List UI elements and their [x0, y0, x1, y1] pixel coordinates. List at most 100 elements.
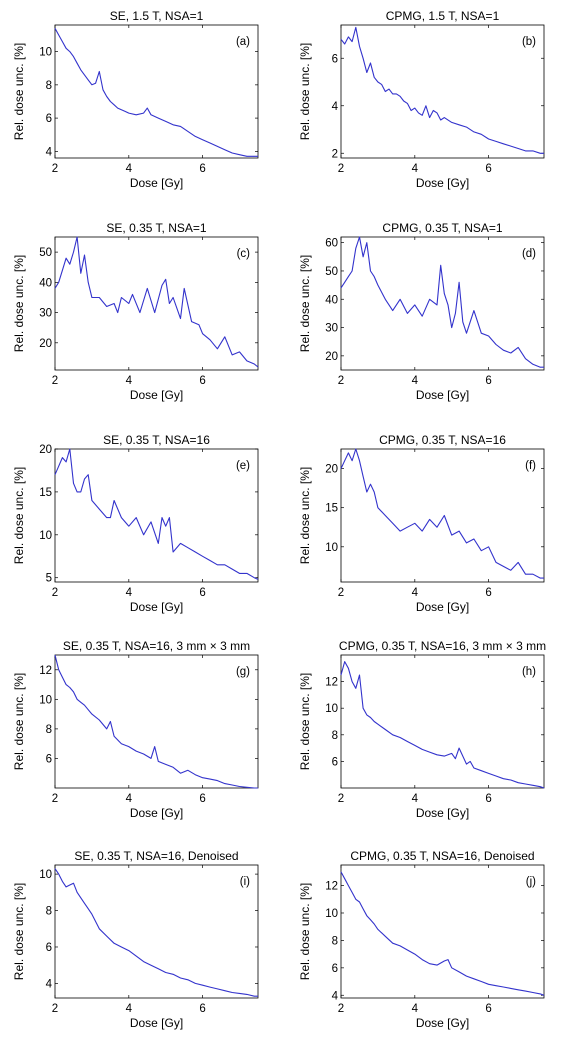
y-tick-label: 15: [325, 503, 338, 515]
panel-label: (b): [522, 36, 536, 48]
y-tick-label: 12: [325, 677, 338, 689]
y-axis-label: Rel. dose unc. [%]: [298, 673, 312, 770]
y-tick-label: 8: [46, 724, 52, 736]
data-series-line: [54, 236, 259, 368]
y-tick-label: 4: [46, 146, 53, 158]
chart-panel-b: 2 4 6 2 4 6 CPMG, 1.5 T, NSA=1 Dose [Gy] Rel. do…: [298, 9, 545, 190]
y-tick-label: 6: [332, 963, 338, 975]
x-tick-label: 6: [485, 1003, 491, 1015]
y-tick-label: 8: [46, 80, 52, 92]
plot-frame: [340, 236, 545, 371]
y-tick-label: 50: [325, 266, 338, 278]
data-series-line: [54, 868, 258, 997]
y-tick-label: 50: [39, 247, 52, 259]
chart-panel-f: 2 4 6 10 15 20 CPMG, 0.35 T, NSA=16 Dose [Gy] Re…: [298, 433, 545, 614]
x-tick-label: 2: [52, 163, 58, 175]
data-series-line: [54, 28, 258, 157]
chart-title: SE, 1.5 T, NSA=1: [110, 9, 204, 23]
chart-panel-h: 2 4 6 6 8 10 12 CPMG, 0.35 T, NSA=16, 3 mm × 3 …: [298, 639, 546, 820]
x-tick-label: 6: [485, 587, 491, 599]
y-axis-label: Rel. dose unc. [%]: [12, 43, 26, 140]
chart-panel-e: 2 4 6 5 10 15 20 SE, 0.35 T, NSA=16 Dose [Gy] Rel…: [12, 433, 259, 614]
plot-frame: [54, 654, 259, 789]
data-series-line: [340, 661, 545, 789]
y-tick-label: 6: [46, 942, 52, 954]
x-axis-label: Dose [Gy]: [416, 1016, 469, 1030]
y-tick-label: 10: [39, 530, 52, 542]
y-tick-label: 4: [46, 978, 53, 990]
x-axis-label: Dose [Gy]: [416, 176, 469, 190]
data-series-line: [340, 236, 544, 368]
x-tick-label: 2: [338, 793, 344, 805]
chart-title: SE, 0.35 T, NSA=16, Denoised: [74, 849, 238, 863]
chart-title: SE, 0.35 T, NSA=16, 3 mm × 3 mm: [63, 639, 250, 653]
x-axis-label: Dose [Gy]: [130, 176, 183, 190]
x-axis-label: Dose [Gy]: [130, 806, 183, 820]
y-tick-label: 10: [39, 47, 52, 59]
x-tick-label: 2: [52, 587, 58, 599]
x-tick-label: 4: [126, 163, 133, 175]
x-tick-label: 2: [338, 1003, 344, 1015]
x-axis-label: Dose [Gy]: [416, 600, 469, 614]
data-series-line: [54, 448, 259, 580]
y-axis-label: Rel. dose unc. [%]: [298, 43, 312, 140]
x-tick-label: 2: [52, 1003, 58, 1015]
plot-frame: [340, 864, 545, 999]
y-axis-label: Rel. dose unc. [%]: [12, 467, 26, 564]
y-tick-label: 60: [325, 238, 338, 250]
plot-frame: [340, 24, 545, 159]
chart-title: CPMG, 0.35 T, NSA=16: [379, 433, 506, 447]
y-axis-label: Rel. dose unc. [%]: [12, 255, 26, 352]
x-tick-label: 4: [412, 163, 419, 175]
x-tick-label: 6: [199, 163, 205, 175]
y-tick-label: 20: [39, 444, 52, 456]
plot-frame: [54, 864, 259, 999]
plot-frame: [54, 448, 259, 583]
y-tick-label: 6: [46, 113, 52, 125]
y-tick-label: 12: [325, 881, 338, 893]
data-series-line: [340, 448, 544, 579]
chart-panel-g: 2 4 6 6 8 10 12 SE, 0.35 T, NSA=16, 3 mm × 3 mm…: [12, 639, 259, 820]
panel-label: (i): [240, 876, 250, 888]
y-axis-label: Rel. dose unc. [%]: [298, 467, 312, 564]
y-tick-label: 12: [39, 665, 52, 677]
panel-label: (d): [522, 248, 536, 260]
y-tick-label: 10: [39, 869, 52, 881]
chart-title: CPMG, 0.35 T, NSA=16, Denoised: [350, 849, 534, 863]
x-tick-label: 4: [126, 793, 133, 805]
panel-label: (h): [522, 666, 536, 678]
y-tick-label: 20: [325, 351, 338, 363]
data-series-line: [54, 654, 258, 789]
x-tick-label: 2: [52, 375, 58, 387]
y-tick-label: 30: [39, 308, 52, 320]
panel-label: (g): [236, 666, 250, 678]
chart-title: SE, 0.35 T, NSA=16: [103, 433, 210, 447]
x-tick-label: 4: [412, 793, 419, 805]
x-tick-label: 6: [199, 587, 205, 599]
y-tick-label: 4: [332, 990, 339, 1002]
x-tick-label: 6: [485, 375, 491, 387]
x-tick-label: 4: [126, 375, 133, 387]
y-tick-label: 4: [332, 101, 339, 113]
y-tick-label: 20: [325, 464, 338, 476]
x-tick-label: 6: [199, 793, 205, 805]
x-axis-label: Dose [Gy]: [130, 600, 183, 614]
x-tick-label: 6: [199, 1003, 205, 1015]
x-tick-label: 6: [485, 163, 491, 175]
chart-panel-a: 2 4 6 4 6 8 10 SE, 1.5 T, NSA=1 Dose [Gy] Rel. do…: [12, 9, 259, 190]
panel-label: (a): [236, 36, 250, 48]
y-tick-label: 40: [39, 277, 52, 289]
panel-label: (j): [526, 876, 536, 888]
data-series-line: [340, 26, 544, 154]
x-tick-label: 2: [338, 163, 344, 175]
y-axis-label: Rel. dose unc. [%]: [12, 673, 26, 770]
y-tick-label: 20: [39, 338, 52, 350]
y-tick-label: 2: [332, 148, 338, 160]
chart-panel-d: 2 4 6 20 30 40 50 60 CPMG, 0.35 T, NSA=1 Dose [Gy…: [298, 221, 545, 402]
x-tick-label: 6: [199, 375, 205, 387]
plot-frame: [54, 24, 259, 159]
y-tick-label: 15: [39, 487, 52, 499]
y-tick-label: 8: [332, 730, 338, 742]
plot-frame: [340, 448, 545, 583]
